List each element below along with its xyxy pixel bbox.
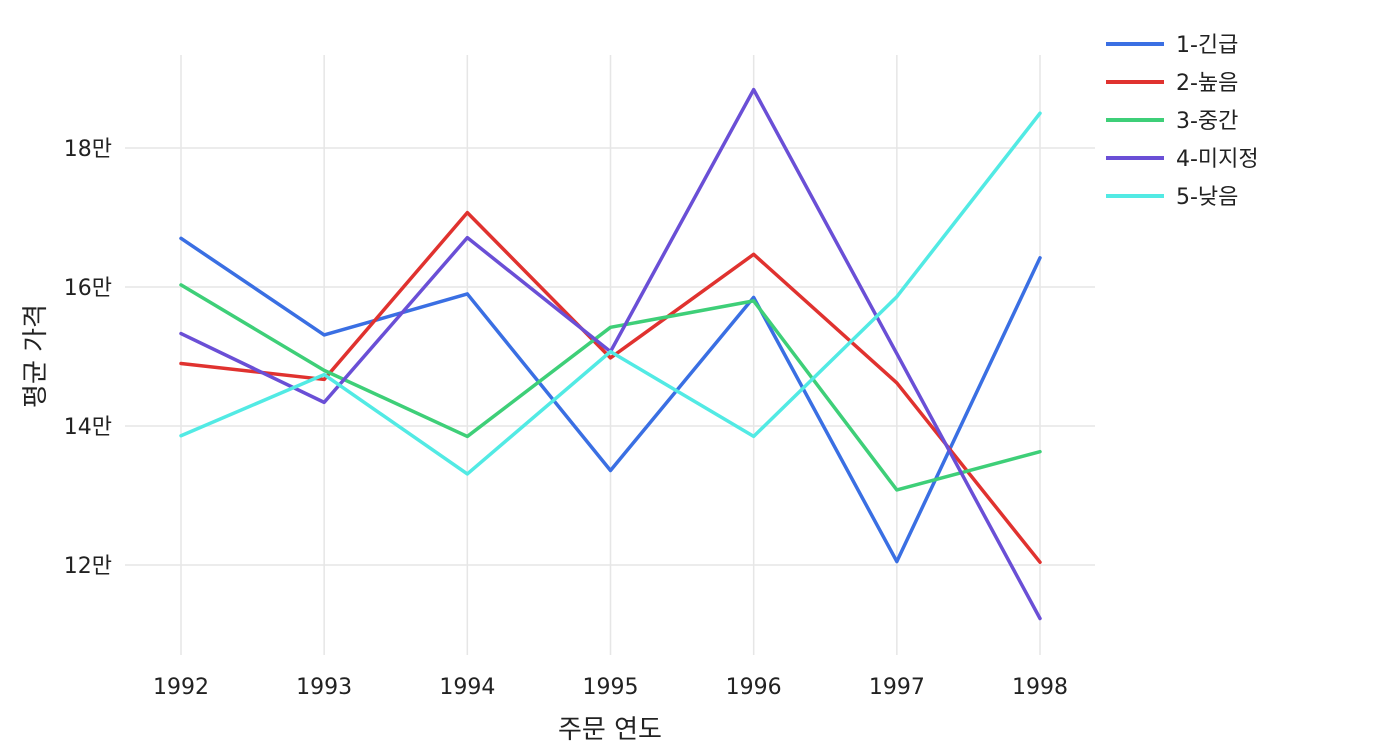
y-tick-label: 18만 xyxy=(64,137,112,162)
x-tick-label: 1993 xyxy=(296,675,352,700)
legend[interactable]: 1-긴급 2-높음 3-중간 4-미지정 5-낮음 xyxy=(1106,33,1259,210)
legend-label: 2-높음 xyxy=(1176,71,1238,96)
legend-item-4[interactable]: 4-미지정 xyxy=(1106,147,1259,172)
legend-item-3[interactable]: 3-중간 xyxy=(1106,109,1238,134)
x-axis-title: 주문 연도 xyxy=(558,715,662,745)
legend-label: 5-낮음 xyxy=(1176,185,1238,210)
series-line-2 xyxy=(179,210,1042,564)
x-tick-label: 1994 xyxy=(439,675,495,700)
series-lines xyxy=(179,87,1042,621)
y-axis-title: 평균 가격 xyxy=(21,304,51,408)
legend-item-5[interactable]: 5-낮음 xyxy=(1106,185,1238,210)
legend-label: 3-중간 xyxy=(1176,109,1238,134)
x-tick-label: 1992 xyxy=(153,675,209,700)
x-tick-label: 1995 xyxy=(583,675,639,700)
series-line-5 xyxy=(179,111,1042,476)
y-tick-label: 12만 xyxy=(64,554,112,579)
series-line-3 xyxy=(179,283,1042,492)
legend-item-2[interactable]: 2-높음 xyxy=(1106,71,1238,96)
x-tick-label: 1997 xyxy=(869,675,925,700)
x-tick-label: 1996 xyxy=(726,675,782,700)
tick-labels: 1992 1993 1994 1995 1996 1997 1998 12만 14만 16만 18만 xyxy=(64,137,1068,700)
y-tick-label: 14만 xyxy=(64,415,112,440)
legend-label: 1-긴급 xyxy=(1176,33,1238,58)
series-line-1 xyxy=(179,236,1042,564)
legend-item-1[interactable]: 1-긴급 xyxy=(1106,33,1238,58)
legend-label: 4-미지정 xyxy=(1176,147,1259,172)
x-tick-label: 1998 xyxy=(1012,675,1068,700)
y-tick-label: 16만 xyxy=(64,276,112,301)
